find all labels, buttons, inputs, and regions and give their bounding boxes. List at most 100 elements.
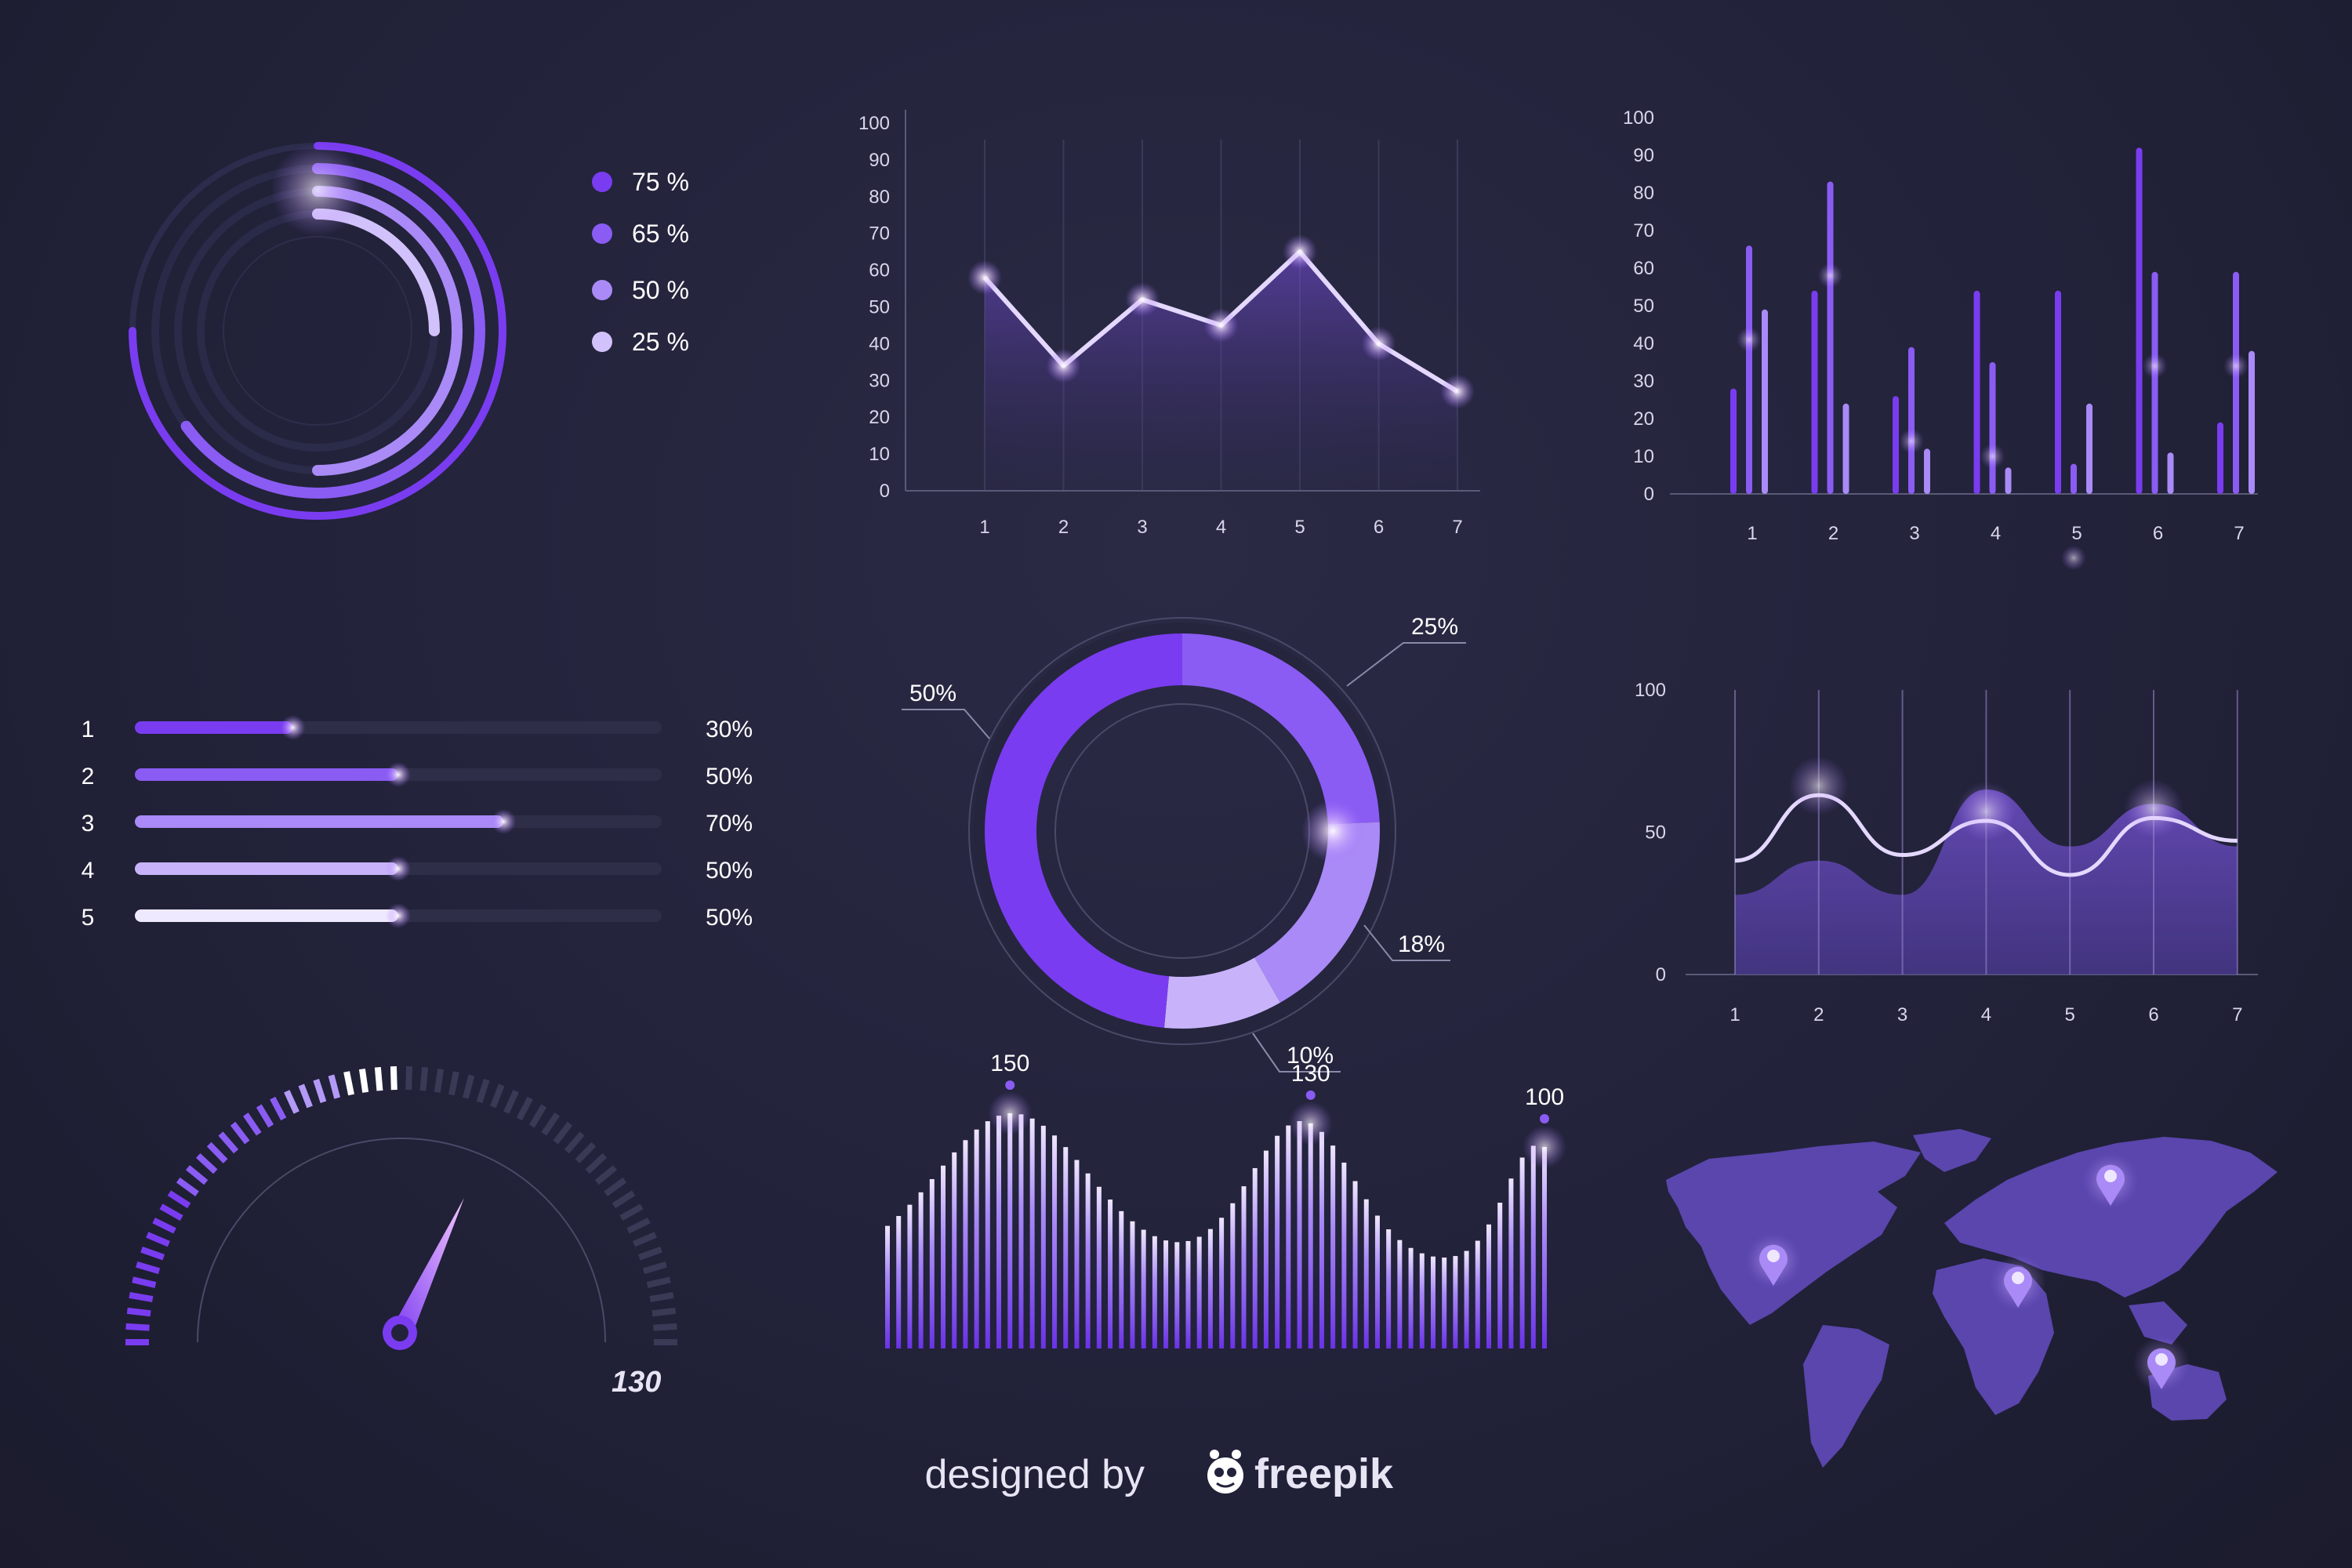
bar-glow [2061, 545, 2086, 571]
bar [1730, 388, 1737, 494]
wave-bar [1397, 1240, 1403, 1348]
gauge-tick [637, 1246, 662, 1261]
gauge-tick [462, 1074, 475, 1099]
wave-bar [1119, 1210, 1124, 1348]
legend-label: 75 % [632, 168, 689, 196]
progress-fill [135, 721, 293, 734]
peak-glow [988, 1091, 1033, 1136]
wave-bar [1040, 1125, 1046, 1348]
wave-glow [1956, 781, 2016, 841]
line-area [985, 252, 1457, 491]
bar [1924, 448, 1930, 494]
x-tick-label: 1 [1730, 1004, 1740, 1025]
ring-arc [180, 163, 485, 499]
peak-glow [1523, 1125, 1566, 1170]
bar [1842, 403, 1849, 494]
wave-bar [1519, 1157, 1525, 1348]
wave-bar [1319, 1131, 1324, 1348]
progress-index-label: 1 [82, 717, 95, 742]
wave-bar [1219, 1218, 1225, 1348]
wave-bar [1085, 1173, 1091, 1348]
wave-glow [2124, 779, 2183, 839]
y-tick-label: 80 [1633, 183, 1654, 204]
gauge-tick [132, 1276, 157, 1288]
gauge-tick [448, 1071, 459, 1096]
bar [2055, 290, 2061, 494]
progress-glow [280, 715, 306, 740]
wave-bar [1174, 1242, 1180, 1348]
gauge-chart: 130 [125, 1066, 677, 1399]
wave-bar [1408, 1247, 1414, 1348]
wave-bar [1464, 1250, 1469, 1348]
wave-bar [941, 1165, 946, 1348]
progress-value-label: 70% [706, 811, 753, 837]
gauge-tick [185, 1165, 209, 1185]
progress-glow [386, 856, 411, 881]
gauge-tick [146, 1232, 170, 1247]
gauge-value-label: 130 [612, 1366, 661, 1399]
gauge-tick [159, 1203, 183, 1221]
wave-bar [907, 1204, 913, 1348]
bar-glow [1737, 327, 1762, 353]
data-point [1125, 282, 1160, 318]
donut-slice [1182, 633, 1380, 825]
donut-inner-ring [1054, 703, 1310, 959]
bar [1908, 347, 1915, 494]
gauge-tick [136, 1261, 161, 1275]
y-tick-label: 100 [1635, 680, 1666, 701]
freepik-brand-text: freepik [1254, 1450, 1394, 1497]
gauge-tick [358, 1069, 369, 1093]
wave-bar [1241, 1186, 1247, 1348]
bar [2071, 463, 2077, 494]
wave-bar [1508, 1178, 1514, 1348]
y-tick-label: 50 [1633, 296, 1654, 317]
wave-bar [985, 1121, 990, 1348]
gauge-tick [313, 1078, 327, 1103]
wave-bar [1486, 1224, 1491, 1348]
data-point [1361, 326, 1396, 361]
gauge-tick [604, 1177, 627, 1196]
y-tick-label: 0 [1644, 484, 1654, 505]
designed-by-text: designed by [925, 1452, 1145, 1497]
wave-bar [1542, 1147, 1547, 1348]
ring-inner-circle [223, 236, 412, 426]
wave-bar [1363, 1199, 1369, 1348]
x-tick-label: 3 [1137, 517, 1147, 538]
gauge-tick [125, 1323, 150, 1331]
gauge-tick [328, 1074, 341, 1099]
progress-index-label: 4 [82, 858, 95, 884]
radial-rings-chart [129, 142, 506, 520]
freepik-logo-icon [1207, 1450, 1243, 1494]
x-tick-label: 1 [979, 517, 989, 538]
wave-bar [1341, 1162, 1347, 1348]
wave-bar [1163, 1240, 1169, 1348]
legend-label: 50 % [632, 276, 689, 304]
wave-bar [1074, 1160, 1080, 1348]
y-tick-label: 90 [1633, 145, 1654, 166]
wave-bar [1007, 1113, 1013, 1348]
bar [1762, 309, 1768, 494]
gauge-tick [564, 1131, 585, 1154]
wave-bar [1530, 1145, 1536, 1348]
bar [2151, 271, 2158, 494]
footer: designed by freepik [925, 1450, 1394, 1497]
x-tick-label: 3 [1909, 523, 1919, 544]
wave-bar [918, 1192, 924, 1348]
wave-bar [1063, 1147, 1069, 1348]
gauge-inner-arc [197, 1138, 606, 1343]
donut-slice-label: 10% [1287, 1043, 1334, 1069]
y-tick-label: 30 [1633, 371, 1654, 392]
bar [1893, 396, 1899, 494]
data-point [1046, 348, 1081, 383]
gauge-tick [243, 1112, 262, 1136]
gauge-tick [176, 1177, 199, 1196]
wave-bar [1018, 1114, 1024, 1348]
x-tick-label: 7 [1452, 517, 1462, 538]
y-tick-label: 50 [869, 297, 890, 318]
wave-bar [885, 1225, 890, 1348]
wave-bar [974, 1129, 979, 1348]
bar [1973, 290, 1980, 494]
x-tick-label: 2 [1058, 517, 1069, 538]
gauge-tick [503, 1090, 519, 1114]
donut-slice [984, 633, 1182, 1028]
